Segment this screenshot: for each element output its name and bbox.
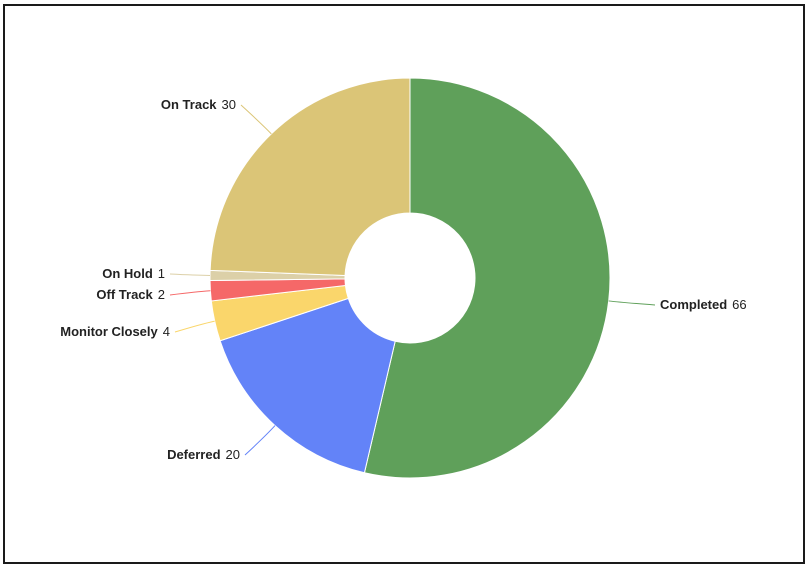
label-value-on-track: 30 bbox=[222, 97, 236, 112]
slices-group bbox=[209, 77, 611, 479]
leader-deferred bbox=[244, 425, 276, 456]
leader-off-track bbox=[169, 290, 211, 296]
label-value-monitor-closely: 4 bbox=[163, 324, 170, 339]
slice-deferred[interactable] bbox=[219, 297, 396, 474]
label-value-deferred: 20 bbox=[226, 447, 240, 462]
leader-lines-group bbox=[169, 104, 656, 456]
labels-group: Completed 66 Deferred 20 Monitor Closely 4 Off… bbox=[60, 97, 746, 462]
slice-completed[interactable] bbox=[363, 77, 611, 479]
label-value-completed: 66 bbox=[732, 297, 746, 312]
label-value-on-hold: 1 bbox=[158, 266, 165, 281]
label-off-track: Off Track 2 bbox=[96, 287, 165, 302]
label-name-deferred: Deferred bbox=[167, 447, 221, 462]
label-name-monitor-closely: Monitor Closely bbox=[60, 324, 158, 339]
leader-completed bbox=[608, 300, 656, 306]
label-on-hold: On Hold 1 bbox=[102, 266, 165, 281]
slice-on-track[interactable] bbox=[209, 77, 411, 277]
label-value-off-track: 2 bbox=[158, 287, 165, 302]
leader-on-track bbox=[240, 104, 272, 135]
leader-on-hold bbox=[169, 273, 211, 276]
leader-monitor-closely bbox=[174, 320, 215, 333]
label-name-on-track: On Track bbox=[161, 97, 217, 112]
label-name-completed: Completed bbox=[660, 297, 727, 312]
label-monitor-closely: Monitor Closely 4 bbox=[60, 324, 170, 339]
label-name-on-hold: On Hold bbox=[102, 266, 153, 281]
label-completed: Completed 66 bbox=[660, 297, 747, 312]
label-on-track: On Track 30 bbox=[161, 97, 236, 112]
label-name-off-track: Off Track bbox=[96, 287, 153, 302]
label-deferred: Deferred 20 bbox=[167, 447, 240, 462]
